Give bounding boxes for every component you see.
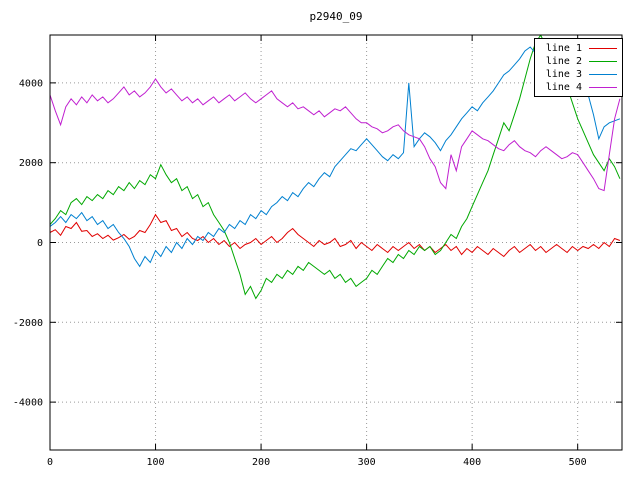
legend-item: line 4 xyxy=(540,81,617,93)
legend-label: line 1 xyxy=(545,42,582,54)
chart-title: p2940_09 xyxy=(309,10,363,23)
legend-label: line 3 xyxy=(545,68,582,80)
y-tick-label: 0 xyxy=(37,238,43,249)
y-tick-label: -4000 xyxy=(13,398,43,409)
y-tick-label: 2000 xyxy=(19,158,43,169)
x-tick-label: 500 xyxy=(569,457,587,468)
y-tick-label: 4000 xyxy=(19,78,43,89)
legend-item: line 3 xyxy=(540,68,617,80)
legend-line-sample xyxy=(589,73,617,75)
legend-label: line 2 xyxy=(545,55,582,67)
x-tick-label: 100 xyxy=(147,457,165,468)
legend-line-sample xyxy=(589,86,617,88)
series-line-2 xyxy=(50,35,621,300)
legend-item: line 2 xyxy=(540,55,617,67)
series-line-3 xyxy=(50,46,621,268)
series-line-1 xyxy=(50,213,621,258)
legend-line-sample xyxy=(589,47,617,49)
legend-line-sample xyxy=(589,60,617,62)
y-tick-label: -2000 xyxy=(13,318,43,329)
x-tick-label: 200 xyxy=(252,457,270,468)
series-line-4 xyxy=(50,77,621,192)
x-tick-label: 0 xyxy=(47,457,53,468)
legend-item: line 1 xyxy=(540,42,617,54)
plot-border xyxy=(49,34,623,451)
legend: line 1 line 2 line 3 line 4 xyxy=(534,38,623,97)
x-tick-label: 300 xyxy=(358,457,376,468)
legend-label: line 4 xyxy=(545,81,582,93)
x-tick-label: 400 xyxy=(463,457,481,468)
